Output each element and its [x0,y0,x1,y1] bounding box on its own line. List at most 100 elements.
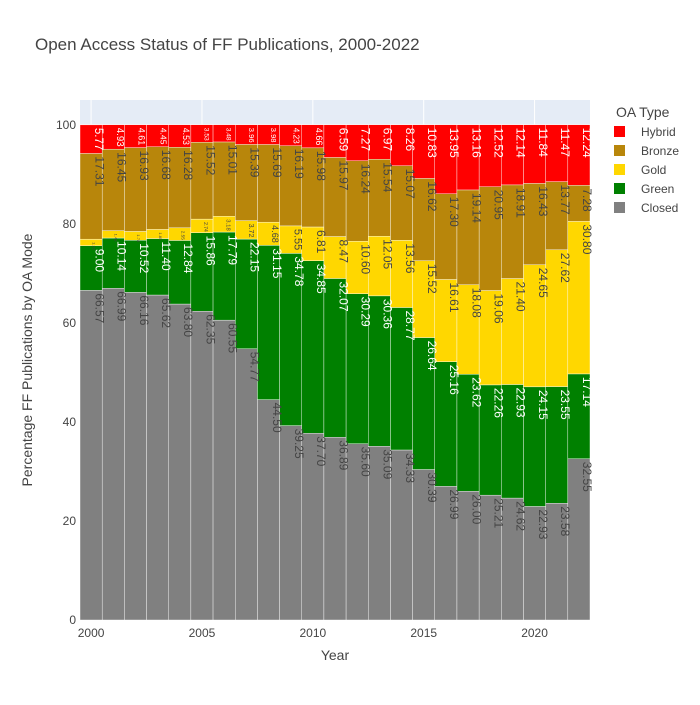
data-label-closed: 35.09 [381,449,395,479]
legend-label-bronze: Bronze [641,144,679,158]
bar-gold [168,227,192,241]
data-label-closed: 66.16 [137,295,151,325]
data-label-gold: 1.33 [92,242,97,251]
y-tick-label: 0 [69,613,76,627]
y-tick-label: 100 [56,118,76,132]
bar-closed [190,311,214,621]
data-label-bronze: 15.52 [203,145,217,175]
data-label-green: 17.14 [580,377,594,407]
data-label-bronze: 16.19 [292,149,306,179]
legend-label-gold: Gold [641,163,666,177]
bar-hybrid [567,124,591,186]
data-label-bronze: 19.14 [469,193,483,223]
data-label-green: 30.29 [358,297,372,327]
data-label-hybrid: 12.52 [492,128,506,158]
data-label-hybrid: 13.95 [447,128,461,158]
data-label-gold: 13.56 [403,243,417,273]
data-label-hybrid: 4.61 [137,128,147,146]
data-label-closed: 35.60 [358,447,372,477]
data-label-hybrid: 4.45 [159,128,169,145]
data-label-hybrid: 11.47 [558,128,572,157]
data-label-closed: 34.33 [403,453,417,483]
data-label-closed: 23.58 [558,506,572,536]
data-label-closed: 39.25 [292,429,306,459]
data-label-green: 30.36 [381,299,395,329]
data-label-gold: 18.08 [469,288,483,318]
data-label-gold: 19.06 [492,294,506,324]
data-label-green: 9.00 [92,249,106,273]
data-label-hybrid: 8.26 [403,128,417,152]
data-label-bronze: 13.77 [558,185,572,215]
bar-closed [235,348,258,621]
data-label-bronze: 15.69 [270,147,284,177]
data-label-gold: 21.40 [514,282,528,312]
y-axis-title: Percentage FF Publications by OA Mode [19,233,35,486]
x-tick-label: 2010 [299,626,326,640]
data-label-gold: 3.18 [224,219,230,231]
data-label-closed: 62.35 [203,314,217,344]
data-label-gold: 8.47 [336,240,350,264]
data-label-bronze: 16.45 [115,152,129,182]
data-label-green: 25.16 [447,365,461,395]
data-label-gold: 6.81 [314,230,328,254]
data-label-hybrid: 6.97 [381,128,395,152]
data-label-closed: 30.39 [425,472,439,502]
data-label-bronze: 17.30 [447,197,461,227]
x-tick-label: 2005 [189,626,216,640]
data-label-gold: 16.61 [447,282,461,312]
data-label-bronze: 15.98 [314,151,328,181]
data-label-closed: 32.55 [580,462,594,492]
data-label-hybrid: 6.59 [336,128,350,152]
data-label-bronze: 15.97 [336,160,350,190]
data-label-closed: 54.77 [248,352,262,382]
data-label-gold: 3.72 [247,224,255,238]
bar-closed [79,290,103,621]
data-label-hybrid: 4.66 [314,128,324,146]
data-label-closed: 66.99 [115,291,129,321]
legend-swatch-hybrid [614,126,625,137]
x-axis-title: Year [321,647,350,663]
data-label-hybrid: 3.96 [247,128,256,143]
data-label-hybrid: 13.16 [469,128,483,158]
data-label-closed: 37.70 [314,436,328,466]
legend-swatch-gold [614,164,625,175]
data-label-green: 15.86 [203,236,217,266]
bar-closed [168,303,192,621]
data-label-hybrid: 4.93 [114,128,125,147]
data-label-green: 10.14 [115,241,129,271]
data-label-hybrid: 3.98 [269,128,278,143]
data-label-gold: 1.78 [136,234,141,243]
data-label-bronze: 15.01 [225,145,239,175]
data-label-bronze: 18.91 [514,188,528,218]
data-label-gold: 1.49 [114,234,119,243]
data-label-hybrid: 4.53 [181,128,191,145]
data-label-green: 22.15 [248,242,262,272]
data-label-green: 11.40 [159,242,173,271]
legend-swatch-bronze [614,145,625,156]
bar-closed [146,294,169,621]
data-label-hybrid: 12.24 [580,128,594,158]
data-label-green: 28.77 [403,311,417,341]
data-label-closed: 36.89 [336,440,350,470]
data-label-hybrid: 10.83 [425,128,439,158]
data-label-closed: 63.80 [181,307,195,337]
data-label-bronze: 7.28 [580,188,594,212]
legend-title: OA Type [616,104,670,120]
data-label-closed: 26.99 [447,489,461,519]
data-label-green: 31.15 [270,248,284,278]
bar-gold [101,230,125,239]
data-label-gold: 10.60 [358,244,372,274]
y-tick-label: 80 [63,217,77,231]
data-label-closed: 22.93 [536,509,550,539]
data-label-green: 32.07 [336,281,350,311]
data-label-closed: 24.62 [514,501,528,531]
bar-gold [212,216,236,233]
legend-swatch-green [614,183,625,194]
legend-label-hybrid: Hybrid [641,125,676,139]
data-label-green: 24.15 [536,390,550,420]
legend-swatch-closed [614,202,625,213]
data-label-closed: 66.57 [92,293,106,323]
data-label-green: 12.84 [181,243,195,273]
data-label-gold: 27.62 [558,253,572,283]
